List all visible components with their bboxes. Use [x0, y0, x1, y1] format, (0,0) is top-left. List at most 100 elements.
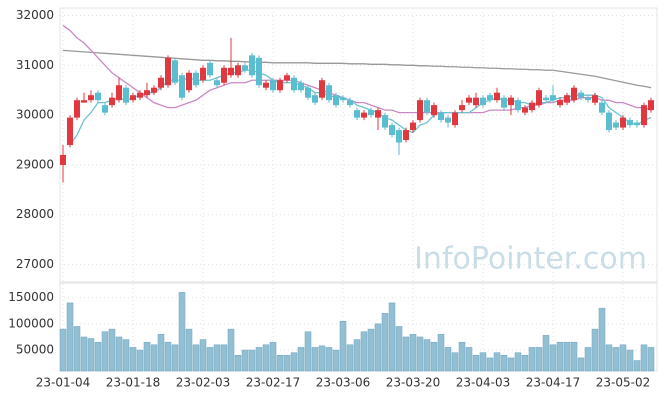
- candle-body: [312, 95, 318, 103]
- volume-bar: [647, 347, 655, 372]
- price-panel: [59, 7, 658, 283]
- volume-bar: [192, 344, 200, 372]
- candle-body: [466, 97, 472, 103]
- candle-body: [305, 87, 311, 98]
- candle-body: [648, 100, 654, 111]
- volume-bar: [381, 313, 389, 372]
- volume-bar: [101, 331, 109, 372]
- candle-body: [452, 112, 458, 126]
- moving-average-line: [62, 24, 652, 114]
- candle-body: [235, 65, 241, 76]
- candle-body: [284, 75, 290, 81]
- volume-bar: [346, 344, 354, 372]
- volume-bar: [493, 352, 501, 372]
- volume-bar: [332, 349, 340, 372]
- candle-body: [354, 110, 360, 118]
- volume-bar: [605, 344, 613, 372]
- volume-bar: [94, 341, 102, 372]
- x-tick-label: 23-02-03: [176, 376, 230, 390]
- candle-body: [109, 97, 115, 106]
- volume-bar: [388, 302, 396, 372]
- candle-body: [438, 112, 444, 121]
- volume-bar: [430, 341, 438, 372]
- candle-body: [242, 65, 248, 71]
- volume-bar: [255, 347, 263, 372]
- volume-bar: [633, 360, 641, 372]
- candle-body: [291, 77, 297, 91]
- x-tick-label: 23-01-18: [106, 376, 160, 390]
- volume-bar: [598, 307, 606, 372]
- x-tick-label: 23-02-17: [246, 376, 300, 390]
- candle-body: [424, 100, 430, 113]
- moving-average-line: [69, 69, 652, 146]
- volume-bar: [451, 352, 459, 372]
- volume-bar: [521, 355, 529, 372]
- volume-bar: [360, 331, 368, 372]
- volume-bar: [514, 352, 522, 372]
- candle-body: [550, 95, 556, 101]
- candle-body: [326, 85, 332, 101]
- candle-body: [151, 87, 157, 93]
- x-tick-label: 23-03-20: [386, 376, 440, 390]
- volume-bar: [136, 349, 144, 372]
- volume-bar: [640, 344, 648, 372]
- candle-body: [606, 112, 612, 131]
- volume-bar: [220, 344, 228, 372]
- volume-bar: [626, 349, 634, 372]
- candle-body: [319, 80, 325, 98]
- y-tick-label: 32000: [16, 8, 54, 22]
- volume-bar: [115, 336, 123, 372]
- volume-bar: [59, 328, 67, 372]
- candle-body: [368, 110, 374, 116]
- candle-body: [263, 82, 269, 88]
- candle-body: [417, 100, 423, 121]
- volume-bar: [304, 331, 312, 372]
- candle-body: [382, 115, 388, 128]
- candle-body: [74, 100, 80, 118]
- candle-body: [613, 122, 619, 128]
- x-tick-label: 23-05-02: [596, 376, 650, 390]
- volume-bar: [171, 344, 179, 372]
- candle-body: [522, 107, 528, 113]
- volume-bar: [472, 355, 480, 372]
- y-tick-label: 31000: [16, 58, 54, 72]
- watermark: InfoPointer.com: [414, 242, 647, 277]
- volume-bar: [269, 341, 277, 372]
- candle-body: [557, 100, 563, 106]
- volume-bar: [584, 347, 592, 372]
- candle-body: [445, 117, 451, 123]
- volume-bar: [290, 352, 298, 372]
- candle-body: [144, 90, 150, 96]
- candle-body: [88, 95, 94, 101]
- candle-body: [585, 97, 591, 101]
- moving-average-line: [62, 49, 652, 89]
- candle-body: [172, 60, 178, 83]
- candle-body: [487, 95, 493, 101]
- volume-bar: [458, 341, 466, 372]
- candle-body: [347, 100, 353, 106]
- y-tick-label: 100000: [8, 316, 54, 330]
- candle-body: [515, 100, 521, 111]
- candle-body: [410, 122, 416, 131]
- candle-body: [249, 55, 255, 76]
- volume-bar: [528, 347, 536, 372]
- y-tick-label: 29000: [16, 157, 54, 171]
- candle-body: [459, 105, 465, 111]
- volume-bar: [283, 355, 291, 372]
- candle-body: [256, 57, 262, 86]
- candle-body: [130, 95, 136, 101]
- y-tick-label: 27000: [16, 257, 54, 271]
- volume-bar: [157, 334, 165, 372]
- volume-bar: [556, 341, 564, 372]
- x-tick-label: 23-04-03: [456, 376, 510, 390]
- candle-body: [200, 67, 206, 81]
- candle-body: [508, 97, 514, 106]
- volume-bar: [227, 328, 235, 372]
- volume-bar: [199, 339, 207, 372]
- candle-body: [578, 92, 584, 98]
- candle-body: [375, 110, 381, 118]
- candle-body: [228, 67, 234, 76]
- volume-bar: [507, 357, 515, 372]
- volume-bar: [164, 341, 172, 372]
